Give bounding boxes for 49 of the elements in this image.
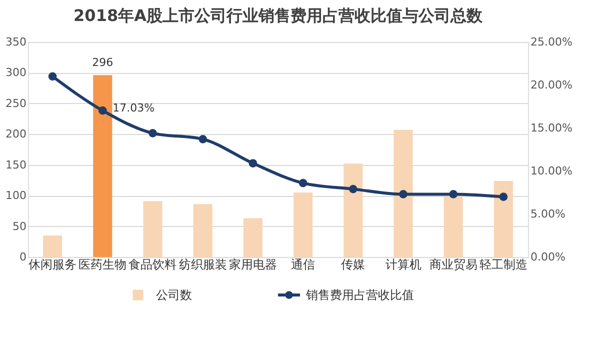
chart-title: 2018年A股上市公司行业销售费用占营收比值与公司总数 [74,6,484,25]
x-tick-label: 计算机 [385,258,422,272]
bar [93,75,112,257]
y-tick-label: 350 [6,36,26,48]
y-tick-label: 250 [6,96,26,110]
bar [394,130,413,257]
point [148,128,157,138]
bar [43,236,62,257]
x-tick-label: 商业贸易 [429,258,478,272]
x-tick-label: 纺织服装 [178,258,227,272]
point [348,184,358,194]
x-tick-label: 家用电器 [228,258,277,272]
point [98,106,107,115]
y2-tick-label: 15.00% [530,122,572,134]
point [248,159,258,168]
point [499,192,508,201]
bar [344,164,363,257]
y2-tick-label: 25.00% [530,36,572,48]
x-tick-label: 传媒 [341,258,366,272]
y-tick-label: 100 [6,189,26,202]
bar [243,218,262,257]
y-tick-label: 50 [12,220,26,233]
point [48,72,57,81]
bar [143,201,162,257]
x-tick-label: 休闲服务 [28,258,77,272]
bar [193,204,212,257]
x-tick-label: 医药生物 [78,258,127,272]
y-tick-label: 150 [6,158,26,172]
legend-label: 销售费用占营收比值 [305,288,414,302]
data-label: 17.03% [112,102,155,115]
y2-tick-label: 0.00% [530,250,566,264]
point [449,190,458,198]
y-tick-label: 300 [6,66,26,80]
y-tick-label: 200 [6,128,26,141]
legend-label: 公司数 [156,288,192,302]
point [399,190,408,198]
y2-tick-label: 5.00% [530,208,566,220]
bar [494,180,513,257]
bar [294,192,313,257]
y-tick-label: 0 [20,250,26,264]
y2-tick-label: 10.00% [530,164,572,178]
x-tick-label: 轻工制造 [479,258,528,272]
x-tick-label: 通信 [291,258,316,272]
y2-tick-label: 20.00% [530,78,572,92]
point [198,135,208,144]
bar [444,196,463,257]
data-label: 296 [92,56,114,70]
point [298,178,308,188]
x-tick-label: 食品饮料 [128,258,177,272]
